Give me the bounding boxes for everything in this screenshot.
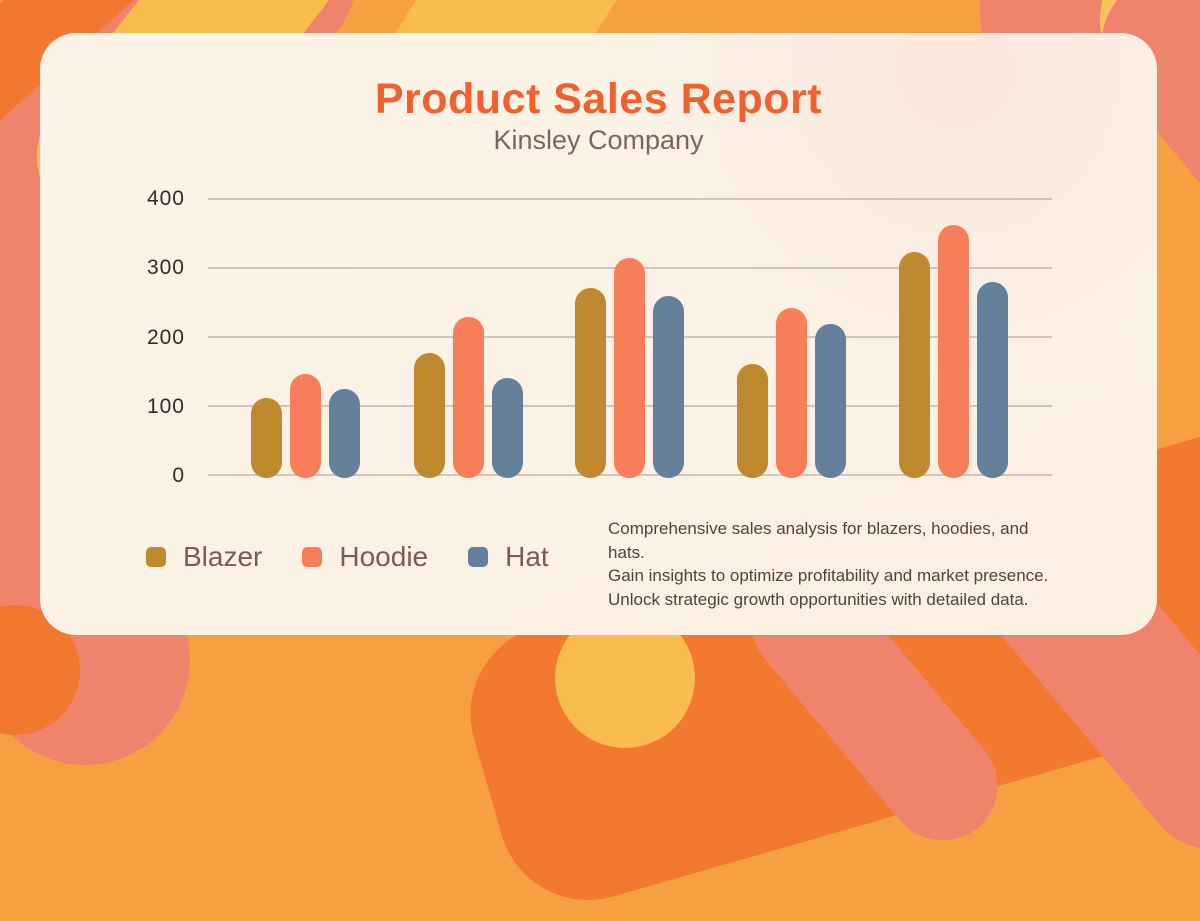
hat-bar-group-1	[329, 389, 360, 478]
hoodie-swatch-icon	[302, 547, 323, 567]
chart-description: Comprehensive sales analysis for blazers…	[608, 517, 1063, 611]
blazer-bar-group-5	[899, 252, 930, 478]
y-tick-label-300: 300	[146, 256, 185, 280]
hoodie-bar-group-4	[776, 308, 807, 478]
page-title: Product Sales Report	[374, 75, 823, 123]
bar-group-2	[414, 317, 523, 478]
blazer-bar-group-3	[575, 288, 606, 478]
bar-group-1	[251, 374, 360, 478]
gridline-400	[208, 198, 1052, 200]
chart-legend: Blazer Hoodie Hat	[146, 541, 549, 573]
y-tick-label-200: 200	[146, 325, 185, 349]
hat-bar-group-2	[492, 378, 523, 478]
report-card: Product Sales Report Kinsley Company 400…	[40, 33, 1157, 635]
bar-chart-plot-area	[208, 198, 1052, 478]
blazer-swatch-icon	[146, 547, 166, 567]
blazer-bar-group-1	[251, 398, 282, 478]
bar-group-3	[575, 258, 684, 478]
hat-bar-group-4	[815, 324, 846, 478]
hat-bar-group-5	[977, 282, 1008, 478]
legend-item-hat: Hat	[468, 541, 549, 573]
bar-group-4	[737, 308, 846, 478]
bar-group-5	[899, 225, 1008, 478]
blazer-bar-group-2	[414, 353, 445, 478]
page-subtitle: Kinsley Company	[493, 125, 704, 155]
bar-groups-container	[208, 199, 1052, 478]
hoodie-bar-group-1	[290, 374, 321, 478]
legend-label-hat: Hat	[505, 541, 549, 572]
hat-swatch-icon	[468, 547, 489, 567]
description-line-1: Comprehensive sales analysis for blazers…	[608, 519, 1029, 562]
legend-label-hoodie: Hoodie	[339, 541, 429, 572]
y-axis: 400 300 200 100 0	[95, 187, 185, 487]
legend-label-blazer: Blazer	[183, 541, 263, 572]
hat-bar-group-3	[653, 296, 684, 478]
description-line-2: Gain insights to optimize profitability …	[608, 566, 1049, 585]
legend-item-hoodie: Hoodie	[302, 541, 428, 573]
y-tick-label-0: 0	[172, 464, 185, 487]
description-line-3: Unlock strategic growth opportunities wi…	[608, 589, 1029, 609]
y-tick-label-400: 400	[146, 187, 185, 210]
hoodie-bar-group-2	[453, 317, 484, 478]
blazer-bar-group-4	[737, 364, 768, 478]
hoodie-bar-group-3	[614, 258, 645, 478]
hoodie-bar-group-5	[938, 225, 969, 478]
y-tick-label-100: 100	[146, 394, 185, 418]
legend-item-blazer: Blazer	[146, 541, 262, 573]
